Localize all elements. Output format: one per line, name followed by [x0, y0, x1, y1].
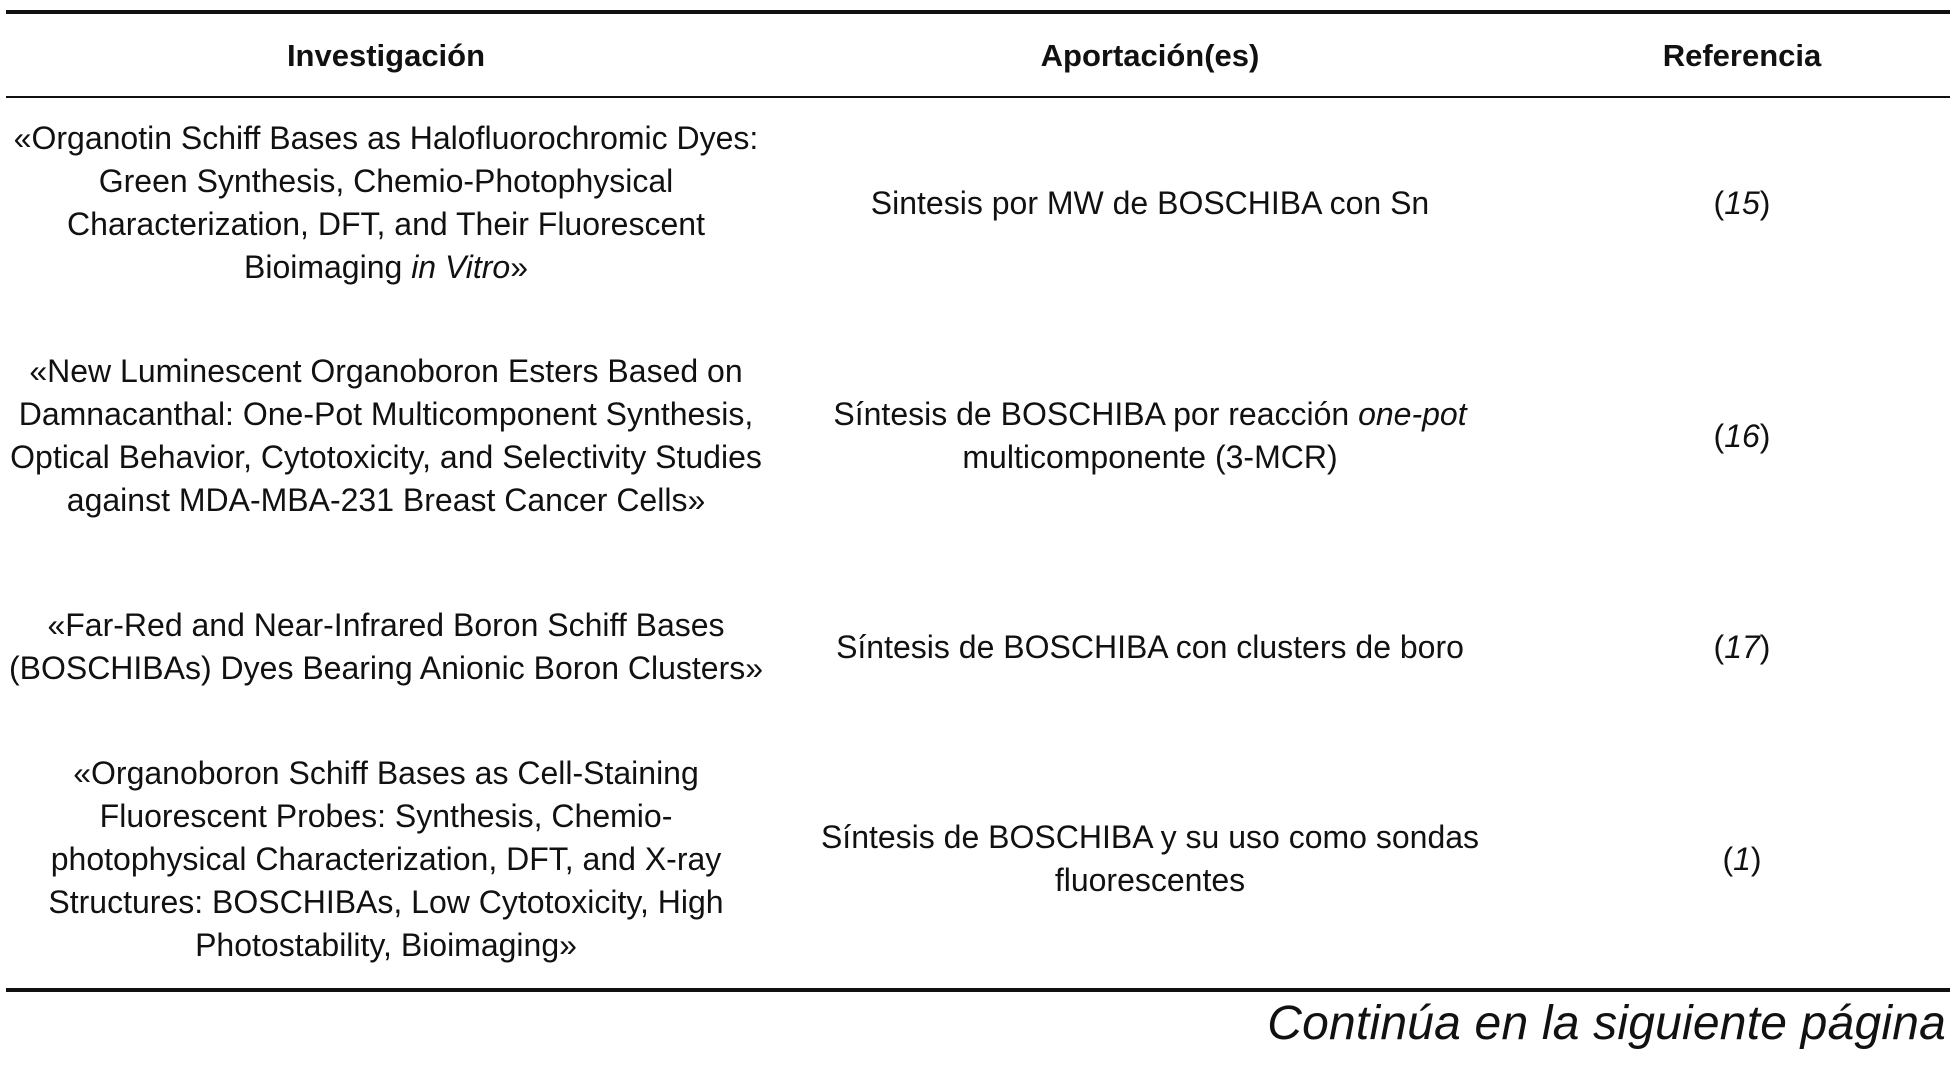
research-title-text: «Far-Red and Near-Infrared Boron Schiff … — [8, 607, 764, 686]
table-row: «Organotin Schiff Bases as Halofluorochr… — [6, 98, 1950, 308]
reference: (15) — [1534, 182, 1950, 225]
header-aportacion: Aportación(es) — [1040, 37, 1260, 73]
research-title-end: » — [510, 249, 528, 285]
contribution-text: Síntesis de BOSCHIBA con clusters de bor… — [836, 628, 1464, 665]
contribution-end: multicomponente (3-MCR) — [962, 439, 1338, 475]
table-bottom-rule — [6, 988, 1950, 992]
reference: (1) — [1534, 838, 1950, 881]
research-table: Investigación Aportación(es) Referencia … — [6, 10, 1950, 992]
contribution-text: Síntesis de BOSCHIBA por reacción — [833, 396, 1359, 432]
research-title-italic: in Vitro — [411, 249, 511, 285]
table-row: «Organoboron Schiff Bases as Cell-Staini… — [6, 730, 1950, 988]
reference: (17) — [1534, 626, 1950, 669]
contribution: Síntesis de BOSCHIBA por reacción one-po… — [766, 393, 1534, 479]
reference-open-paren: ( — [1713, 417, 1725, 454]
reference-close-paren: ) — [1759, 628, 1771, 665]
reference-number: 15 — [1724, 184, 1760, 221]
continue-notice: Continúa en la siguiente página — [1267, 997, 1946, 1050]
table-top-rule — [6, 10, 1950, 14]
header-referencia: Referencia — [1662, 37, 1822, 73]
reference-open-paren: ( — [1713, 628, 1725, 665]
contribution-text: Síntesis de BOSCHIBA y su uso como sonda… — [820, 819, 1480, 898]
reference: (16) — [1534, 415, 1950, 458]
contribution: Sintesis por MW de BOSCHIBA con Sn — [766, 182, 1534, 225]
reference-open-paren: ( — [1713, 184, 1725, 221]
contribution-italic: one-pot — [1358, 396, 1467, 432]
table-header-rule — [6, 96, 1950, 98]
research-title-text: «Organotin Schiff Bases as Halofluorochr… — [13, 120, 759, 285]
reference-close-paren: ) — [1750, 840, 1762, 877]
reference-close-paren: ) — [1759, 184, 1771, 221]
header-investigacion: Investigación — [286, 37, 486, 73]
reference-close-paren: ) — [1759, 417, 1771, 454]
reference-number: 1 — [1733, 840, 1751, 877]
contribution: Síntesis de BOSCHIBA y su uso como sonda… — [766, 816, 1534, 902]
table-row: «Far-Red and Near-Infrared Boron Schiff … — [6, 564, 1950, 730]
research-title: «Organoboron Schiff Bases as Cell-Staini… — [6, 752, 766, 967]
research-title-text: «Organoboron Schiff Bases as Cell-Staini… — [48, 754, 724, 963]
research-title: «Far-Red and Near-Infrared Boron Schiff … — [6, 604, 766, 690]
contribution: Síntesis de BOSCHIBA con clusters de bor… — [766, 626, 1534, 669]
reference-number: 16 — [1724, 417, 1760, 454]
reference-open-paren: ( — [1722, 840, 1734, 877]
reference-number: 17 — [1724, 628, 1760, 665]
research-title: «Organotin Schiff Bases as Halofluorochr… — [6, 117, 766, 289]
table-header-row: Investigación Aportación(es) Referencia — [6, 14, 1950, 96]
contribution-text: Sintesis por MW de BOSCHIBA con Sn — [870, 184, 1430, 221]
research-title: «New Luminescent Organoboron Esters Base… — [6, 350, 766, 522]
research-title-text: «New Luminescent Organoboron Esters Base… — [10, 353, 762, 518]
table-row: «New Luminescent Organoboron Esters Base… — [6, 308, 1950, 564]
